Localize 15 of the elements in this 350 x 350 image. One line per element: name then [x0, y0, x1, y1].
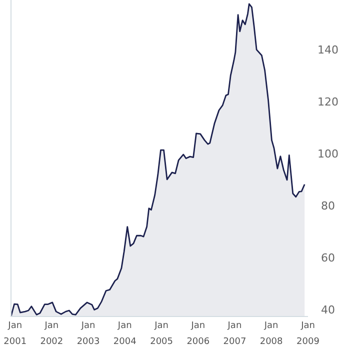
y-tick-label: 100: [318, 147, 338, 160]
y-tick-label: 40: [321, 303, 335, 316]
x-tick-label: Jan 2003: [76, 321, 100, 347]
x-tick-label: Jan 2009: [296, 321, 320, 347]
x-tick-label: Jan 2004: [113, 321, 137, 347]
x-tick-label: Jan 2006: [186, 321, 210, 347]
x-tick-label: Jan 2005: [150, 321, 174, 347]
y-tick-label: 140: [318, 43, 338, 56]
y-tick-label: 80: [321, 199, 335, 212]
x-tick-label: Jan 2001: [4, 321, 27, 347]
x-tick-label: Jan 2002: [40, 321, 64, 347]
x-tick-label: Jan 2008: [260, 321, 284, 347]
y-tick-label: 120: [318, 95, 338, 108]
x-tick-label: Jan 2007: [223, 321, 246, 347]
y-tick-label: 60: [321, 251, 335, 264]
